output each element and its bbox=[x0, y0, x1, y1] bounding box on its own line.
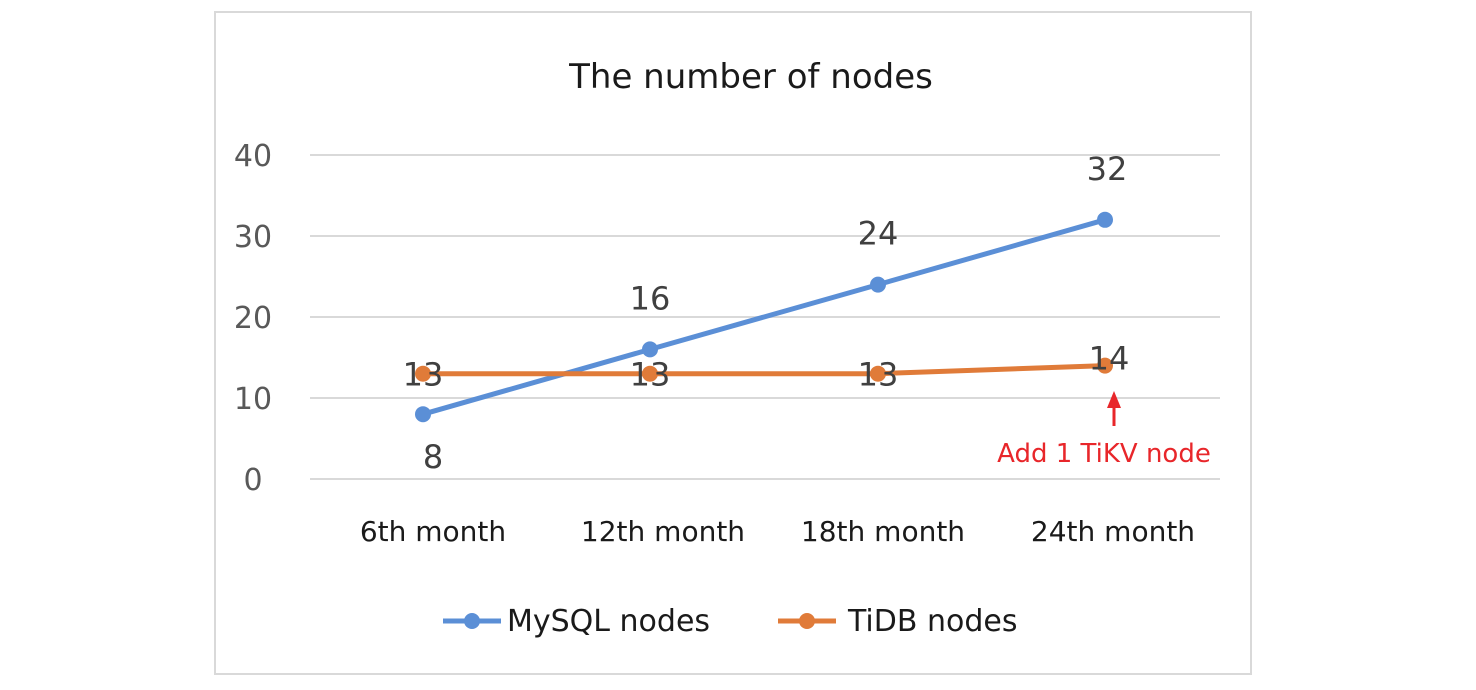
x-axis-ticks: 6th month 12th month 18th month 24th month bbox=[360, 515, 1195, 548]
data-point bbox=[870, 276, 886, 293]
legend-swatch-marker bbox=[464, 613, 480, 629]
data-point bbox=[870, 365, 886, 382]
data-labels: 8 16 24 32 13 13 13 14 bbox=[403, 150, 1130, 476]
y-tick-label: 20 bbox=[234, 301, 272, 336]
x-tick-label: 12th month bbox=[581, 515, 745, 548]
data-point bbox=[1097, 357, 1113, 374]
data-label: 8 bbox=[423, 438, 443, 476]
x-tick-label: 24th month bbox=[1031, 515, 1195, 548]
series-layer bbox=[415, 211, 1113, 423]
chart-frame bbox=[214, 11, 1252, 675]
x-tick-label: 18th month bbox=[801, 515, 965, 548]
gridlines bbox=[310, 154, 1220, 480]
series-line-mysql bbox=[420, 217, 1108, 417]
y-axis-ticks: 0 10 20 30 40 bbox=[234, 139, 272, 498]
series-line-tidb bbox=[420, 363, 1108, 377]
legend-label: TiDB nodes bbox=[847, 604, 1017, 639]
y-tick-label: 10 bbox=[234, 382, 272, 417]
y-tick-label: 30 bbox=[234, 220, 272, 255]
data-label: 13 bbox=[403, 356, 444, 394]
annotation-arrow-head bbox=[1107, 391, 1121, 408]
legend-swatch-marker bbox=[799, 613, 815, 629]
data-label: 14 bbox=[1089, 340, 1130, 378]
data-point bbox=[1097, 211, 1113, 228]
x-tick-label: 6th month bbox=[360, 515, 506, 548]
data-point bbox=[415, 365, 431, 382]
y-tick-label: 40 bbox=[234, 139, 272, 174]
y-tick-label: 0 bbox=[243, 463, 262, 498]
annotation-text: Add 1 TiKV node bbox=[997, 439, 1211, 469]
legend-label: MySQL nodes bbox=[507, 604, 710, 639]
data-point bbox=[415, 406, 431, 423]
data-label: 32 bbox=[1087, 150, 1128, 188]
data-point bbox=[642, 365, 658, 382]
chart-title: The number of nodes bbox=[568, 57, 933, 97]
data-label: 24 bbox=[858, 215, 899, 253]
data-label: 13 bbox=[858, 356, 899, 394]
data-label: 13 bbox=[630, 356, 671, 394]
data-point bbox=[642, 341, 658, 358]
legend: MySQL nodes TiDB nodes bbox=[443, 604, 1017, 639]
data-label: 16 bbox=[630, 279, 671, 317]
annotation: Add 1 TiKV node bbox=[997, 391, 1211, 469]
